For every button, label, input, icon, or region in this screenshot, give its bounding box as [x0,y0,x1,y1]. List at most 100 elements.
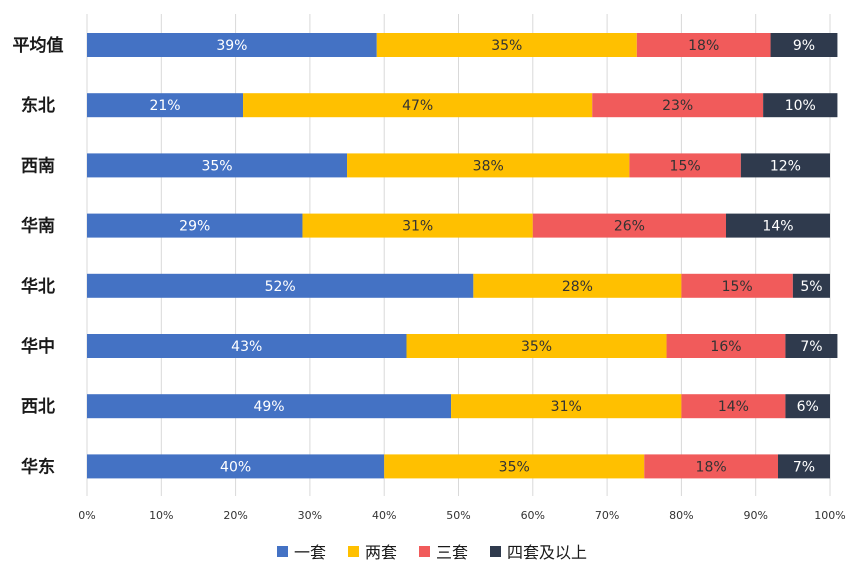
bar-segment [87,273,474,298]
data-label: 49% [253,399,284,415]
bar-segment [785,394,830,419]
x-tick-label: 40% [372,509,396,522]
bar-segment [87,93,244,118]
legend: 一套 两套 三套 四套及以上 [0,536,864,566]
data-label: 40% [220,459,251,475]
bar-segment [636,33,771,57]
legend-item: 两套 [347,539,397,563]
category-label: 东北 [21,95,55,116]
bar-segment [347,153,630,178]
x-tick-label: 70% [595,509,619,522]
bar-segment [792,273,830,298]
bar-segment [785,334,838,358]
bar-segment [777,454,830,479]
bars-layer: 39% 35% 18% 9% 21% 47% 23% 10% 35% 38% 15% 12% 29% 31… [87,33,838,479]
data-label: 35% [491,38,522,54]
bar-segment [763,93,838,118]
data-label: 31% [551,399,582,415]
data-label: 35% [521,339,552,355]
data-label: 7% [793,459,815,475]
data-label: 15% [722,279,753,295]
legend-swatch [347,545,359,557]
category-label: 平均值 [13,35,64,56]
data-label: 7% [800,339,822,355]
data-label: 31% [402,219,433,235]
bar-segment [725,213,830,238]
bar-segment [532,213,726,238]
bar-segment [740,153,830,178]
bar-segment [681,394,786,419]
data-label: 9% [793,38,815,54]
legend-item: 四套及以上 [490,539,587,563]
legend-swatch [419,545,430,557]
bar-segment [473,273,682,298]
data-label: 29% [179,219,210,235]
category-label: 华中 [21,336,55,357]
data-label: 15% [670,158,701,174]
grid-lines [86,14,831,496]
data-label: 14% [762,219,793,235]
data-label: 12% [770,158,801,174]
x-tick-label: 30% [298,509,322,522]
legend-label: 三套 [436,543,469,562]
category-label: 华东 [21,456,55,477]
bar-segment [87,334,407,358]
x-tick-label: 50% [446,509,470,522]
data-label: 23% [662,98,693,114]
x-tick-label: 100% [814,509,845,522]
data-label: 35% [201,158,232,174]
x-tick-label: 90% [743,509,767,522]
data-label: 18% [688,38,719,54]
bar-segment [87,33,377,57]
x-tick-label: 0% [78,509,95,522]
bar-segment [592,93,764,118]
x-tick-label: 20% [223,509,247,522]
legend-swatch [276,545,288,557]
data-label: 16% [710,339,741,355]
legend-swatch [490,545,502,557]
bar-segment [87,213,303,238]
data-label: 38% [473,158,504,174]
x-axis-ticks: 0% 10% 20% 30% 40% 50% 60% 70% 80% 90% 100% [78,509,845,522]
bar-segment [87,394,452,419]
data-label: 35% [499,459,530,475]
legend-label: 一套 [293,543,326,562]
x-tick-label: 60% [521,509,545,522]
bar-segment [376,33,637,57]
bar-segment [629,153,741,178]
data-label: 5% [800,279,822,295]
data-label: 18% [696,459,727,475]
bar-segment [770,33,838,57]
data-label: 39% [216,38,247,54]
category-label: 西南 [21,155,55,176]
bar-segment [681,273,793,298]
bar-segment [406,334,667,358]
data-label: 14% [718,399,749,415]
bar-segment [87,454,385,479]
category-label: 华北 [21,276,55,297]
stacked-bar-chart: 39% 35% 18% 9% 21% 47% 23% 10% 35% 38% 15% 12% 29% 31… [13,14,846,522]
x-tick-label: 10% [149,509,173,522]
legend-item: 三套 [419,539,468,563]
data-label: 52% [265,279,296,295]
legend-item: 一套 [276,539,326,563]
category-label: 华南 [21,216,55,237]
bar-segment [87,153,348,178]
data-label: 6% [797,399,819,415]
bar-segment [384,454,645,479]
bar-segment [644,454,778,479]
legend-label: 两套 [364,543,397,562]
bar-segment [243,93,593,118]
bar-segment [666,334,786,358]
data-label: 28% [562,279,593,295]
legend-label: 四套及以上 [507,543,588,562]
data-label: 10% [785,98,816,114]
x-tick-label: 80% [669,509,693,522]
bar-segment [451,394,682,419]
data-label: 43% [231,339,262,355]
category-label: 西北 [21,397,55,417]
data-label: 21% [149,98,180,114]
data-label: 26% [614,219,645,235]
bar-segment [302,213,533,238]
